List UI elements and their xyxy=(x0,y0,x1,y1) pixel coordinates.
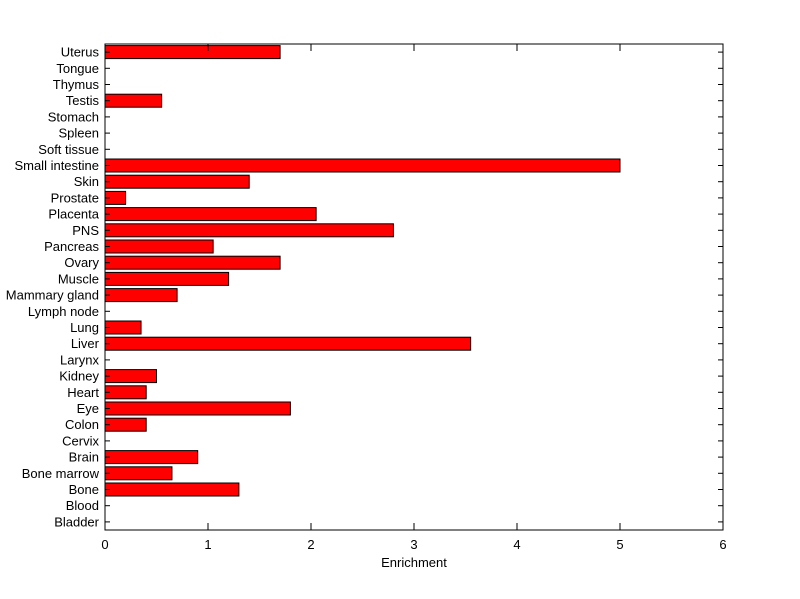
y-tick-label: Prostate xyxy=(51,190,99,205)
y-tick-label: Pancreas xyxy=(44,239,99,254)
y-tick-label: Bone marrow xyxy=(22,466,100,481)
x-tick-label: 5 xyxy=(616,537,623,552)
y-tick-label: Lung xyxy=(70,320,99,335)
bar-brain xyxy=(104,450,199,465)
y-tick-label: Uterus xyxy=(61,45,100,60)
x-tick-label: 1 xyxy=(204,537,211,552)
y-tick-label: PNS xyxy=(72,223,99,238)
x-axis-label: Enrichment xyxy=(381,555,447,570)
bars-layer xyxy=(104,44,723,530)
y-tick-label: Tongue xyxy=(56,61,99,76)
y-tick-label: Skin xyxy=(74,174,99,189)
y-tick-label: Blood xyxy=(66,498,99,513)
bar-pns xyxy=(104,223,394,238)
bar-bone xyxy=(104,482,240,497)
bar-lung xyxy=(104,320,142,335)
y-tick-label: Thymus xyxy=(53,77,100,92)
y-tick-label: Mammary gland xyxy=(6,288,99,303)
bar-small-intestine xyxy=(104,158,621,173)
y-tick-label: Bladder xyxy=(54,514,99,529)
bar-placenta xyxy=(104,207,317,222)
y-tick-label: Ovary xyxy=(64,255,99,270)
bar-kidney xyxy=(104,369,157,384)
y-tick-label: Heart xyxy=(67,385,99,400)
y-tick-label: Brain xyxy=(69,450,99,465)
y-tick-label: Spleen xyxy=(59,126,99,141)
bar-muscle xyxy=(104,271,230,286)
y-tick-label: Small intestine xyxy=(14,158,99,173)
y-tick-label: Liver xyxy=(71,336,100,351)
bar-skin xyxy=(104,174,250,189)
bar-heart xyxy=(104,385,147,400)
plot-area xyxy=(105,44,723,530)
x-tick-label: 3 xyxy=(410,537,417,552)
bar-ovary xyxy=(104,255,281,270)
y-tick-label: Bone xyxy=(69,482,99,497)
y-tick-label: Muscle xyxy=(58,271,99,286)
y-tick-label: Placenta xyxy=(48,207,99,222)
bar-eye xyxy=(104,401,291,416)
axis-box xyxy=(104,43,724,531)
y-tick-label: Stomach xyxy=(48,109,99,124)
bar-testis xyxy=(104,93,163,108)
bar-colon xyxy=(104,417,147,432)
y-tick-label: Testis xyxy=(66,93,100,108)
x-tick-label: 2 xyxy=(307,537,314,552)
bar-uterus xyxy=(104,45,281,60)
y-tick-label: Soft tissue xyxy=(38,142,99,157)
x-tick-label: 4 xyxy=(513,537,520,552)
bar-pancreas xyxy=(104,239,214,254)
axes-layer xyxy=(104,43,724,531)
y-tick-label: Kidney xyxy=(59,369,99,384)
bar-liver xyxy=(104,336,472,351)
y-tick-label: Larynx xyxy=(60,352,100,367)
bar-mammary-gland xyxy=(104,288,178,303)
x-tick-label: 6 xyxy=(719,537,726,552)
y-tick-label: Eye xyxy=(77,401,99,416)
y-tick-label: Colon xyxy=(65,417,99,432)
y-tick-label: Lymph node xyxy=(28,304,99,319)
x-tick-label: 0 xyxy=(101,537,108,552)
y-tick-label: Cervix xyxy=(62,433,99,448)
bar-bone-marrow xyxy=(104,466,173,481)
